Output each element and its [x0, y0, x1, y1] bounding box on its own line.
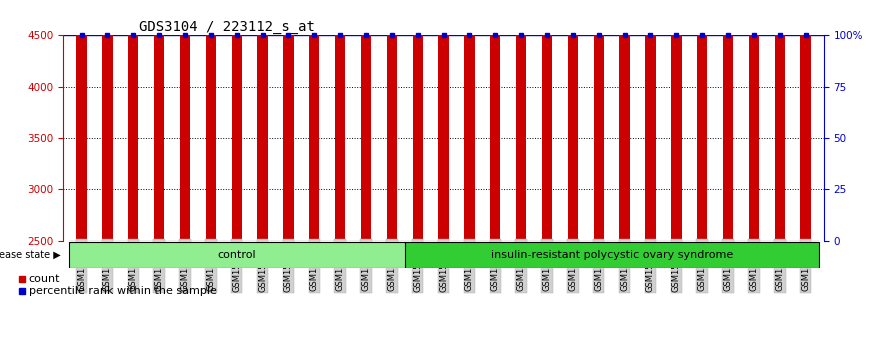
Text: GDS3104 / 223112_s_at: GDS3104 / 223112_s_at	[139, 21, 315, 34]
Bar	[671, 0, 682, 241]
Bar	[516, 0, 526, 241]
Bar	[412, 0, 423, 241]
Text: GSM156951: GSM156951	[801, 241, 811, 291]
Text: GSM156180: GSM156180	[336, 241, 344, 291]
Text: GSM156170: GSM156170	[181, 241, 189, 291]
Text: GSM155644: GSM155644	[129, 241, 137, 291]
Text: GSM155643: GSM155643	[103, 241, 112, 291]
Bar	[439, 0, 448, 241]
Text: GSM156753: GSM156753	[646, 241, 655, 292]
Text: disease state ▶: disease state ▶	[0, 250, 61, 260]
Bar	[180, 0, 190, 241]
Text: GSM156178: GSM156178	[284, 241, 292, 292]
Text: GSM156511: GSM156511	[491, 241, 500, 291]
Bar	[774, 0, 785, 241]
Bar	[361, 0, 371, 241]
Text: GSM156176: GSM156176	[233, 241, 241, 292]
Text: GSM156752: GSM156752	[620, 241, 629, 291]
Bar	[387, 0, 397, 241]
Bar	[697, 0, 707, 241]
Bar	[542, 0, 552, 241]
Bar	[490, 0, 500, 241]
Text: GSM156181: GSM156181	[361, 241, 371, 291]
Bar	[309, 0, 320, 241]
Text: GSM156751: GSM156751	[595, 241, 603, 291]
Text: count: count	[28, 274, 60, 284]
Text: GSM156946: GSM156946	[698, 241, 707, 291]
Bar	[619, 0, 630, 241]
Bar	[749, 0, 759, 241]
Text: GSM156510: GSM156510	[465, 241, 474, 291]
Text: GSM156950: GSM156950	[775, 241, 784, 291]
Text: insulin-resistant polycystic ovary syndrome: insulin-resistant polycystic ovary syndr…	[491, 250, 733, 260]
Bar	[404, 242, 818, 268]
Text: GSM156763: GSM156763	[672, 241, 681, 292]
Text: GSM156749: GSM156749	[543, 241, 552, 291]
Bar	[128, 0, 138, 241]
Text: GSM156184: GSM156184	[388, 241, 396, 291]
Bar	[69, 242, 404, 268]
Text: GSM156750: GSM156750	[568, 241, 577, 291]
Text: GSM156179: GSM156179	[310, 241, 319, 291]
Text: GSM155631: GSM155631	[77, 241, 86, 291]
Bar	[723, 0, 733, 241]
Bar	[594, 0, 603, 241]
Bar	[257, 0, 268, 241]
Bar	[232, 0, 242, 241]
Text: GSM156177: GSM156177	[258, 241, 267, 292]
Bar	[645, 0, 655, 241]
Bar	[77, 0, 86, 241]
Text: GSM156186: GSM156186	[413, 241, 422, 292]
Bar	[102, 0, 113, 241]
Text: GSM156948: GSM156948	[723, 241, 732, 291]
Bar	[567, 0, 578, 241]
Text: control: control	[218, 250, 256, 260]
Text: percentile rank within the sample: percentile rank within the sample	[28, 286, 217, 296]
Text: GSM156171: GSM156171	[206, 241, 215, 291]
Bar	[154, 0, 164, 241]
Bar	[801, 0, 811, 241]
Text: GSM156512: GSM156512	[516, 241, 526, 291]
Bar	[205, 0, 216, 241]
Bar	[464, 0, 475, 241]
Text: GSM156187: GSM156187	[439, 241, 448, 292]
Text: GSM155729: GSM155729	[155, 241, 164, 291]
Bar	[335, 0, 345, 241]
Text: GSM156949: GSM156949	[750, 241, 759, 291]
Bar	[284, 0, 293, 241]
